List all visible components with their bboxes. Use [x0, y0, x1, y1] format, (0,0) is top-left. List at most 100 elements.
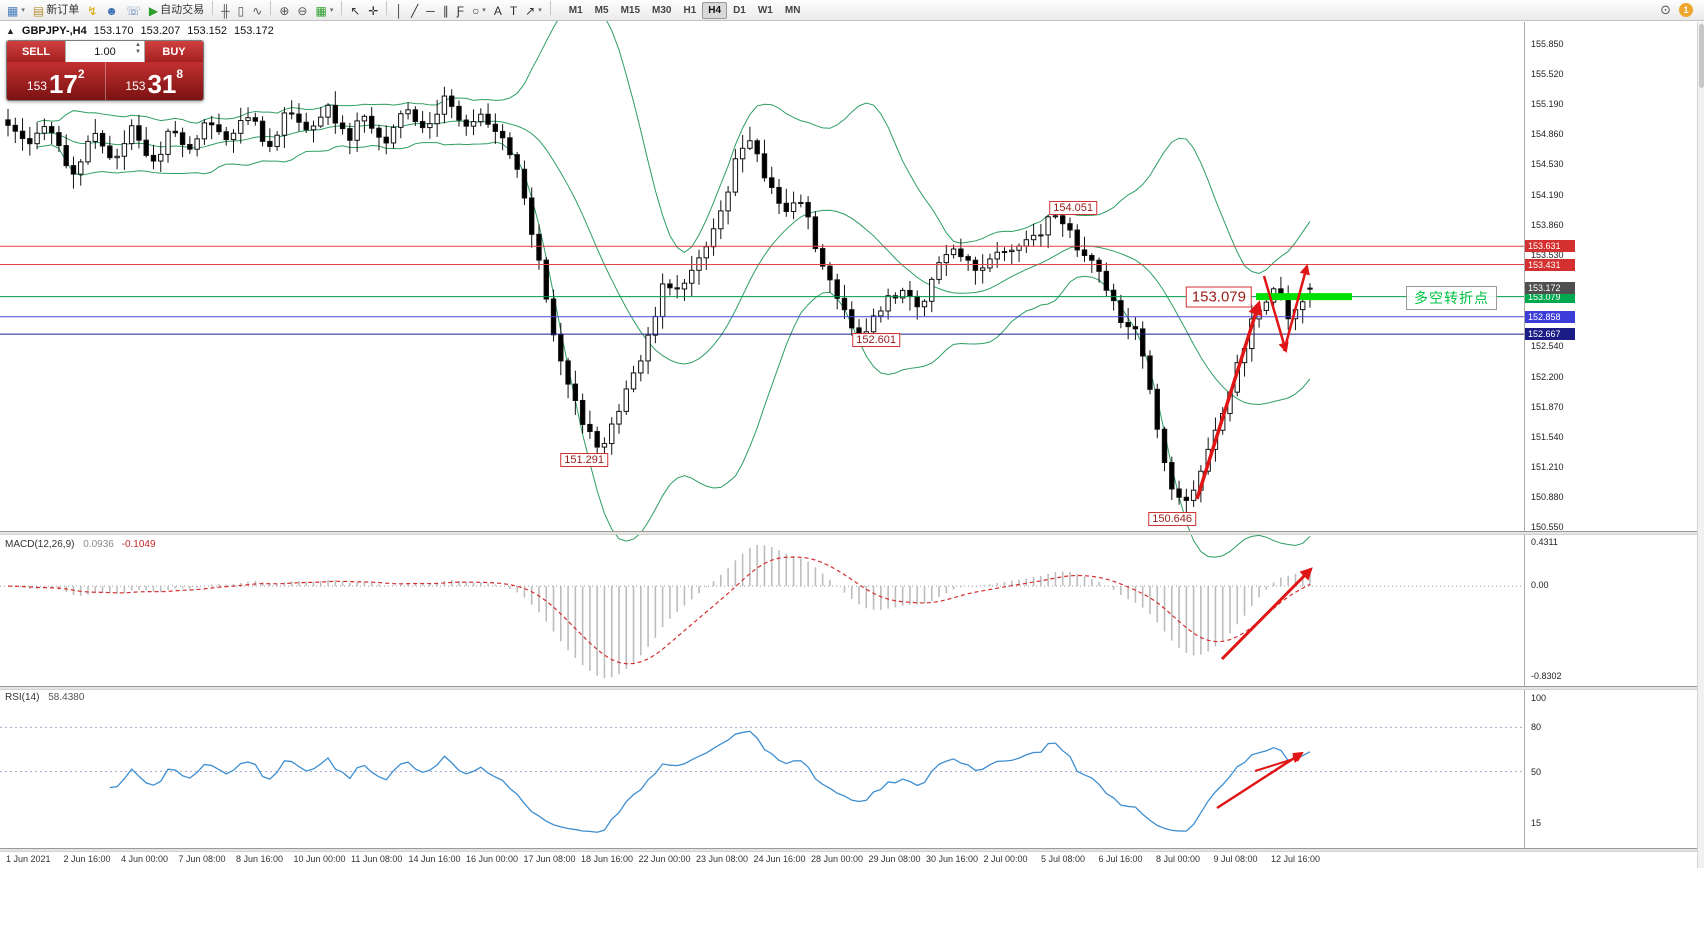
- label-icon-glyph: T: [509, 3, 518, 18]
- arrows-tool-icon-glyph: ↗: [525, 3, 536, 18]
- volume-input[interactable]: 1.00 ▲ ▼: [65, 41, 145, 62]
- trendline-icon[interactable]: ╱: [408, 4, 421, 18]
- horizontal-line-icon[interactable]: ─: [423, 4, 438, 18]
- autotrade-button[interactable]: ▶ 自动交易: [146, 4, 207, 18]
- line-chart-icon[interactable]: ∿: [249, 4, 265, 18]
- buy-button[interactable]: BUY: [145, 41, 203, 62]
- timeframe-m5[interactable]: M5: [594, 4, 609, 16]
- price-tick: 151.540: [1531, 431, 1564, 442]
- bar-chart-icon[interactable]: ╫: [218, 4, 233, 18]
- notification-badge[interactable]: 1: [1679, 3, 1693, 17]
- zoom-out-icon[interactable]: ⊖: [294, 4, 310, 18]
- timeframe-d1[interactable]: D1: [733, 4, 746, 16]
- current-price-label: 153.172: [1525, 282, 1575, 295]
- fibonacci-icon[interactable]: Ƒ: [454, 4, 467, 18]
- crosshair-icon[interactable]: ✛: [365, 4, 381, 18]
- macd-name: MACD(12,26,9): [5, 539, 75, 550]
- volume-stepper-icon[interactable]: ▲ ▼: [135, 42, 141, 56]
- macd-rsi-divider[interactable]: [0, 686, 1704, 690]
- price-line-label: 152.667: [1525, 328, 1575, 341]
- rsi-name: RSI(14): [5, 692, 40, 703]
- price-line-label: 153.431: [1525, 258, 1575, 271]
- dropdown-caret-icon: ▾: [482, 7, 486, 14]
- scrollbar-thumb[interactable]: [1699, 24, 1704, 88]
- vertical-scrollbar[interactable]: [1697, 22, 1704, 868]
- bid-base: 153: [26, 79, 47, 93]
- time-label: 2 Jul 00:00: [983, 854, 1028, 864]
- community-icon[interactable]: ☻: [102, 4, 121, 18]
- toolbar-separator: [386, 0, 388, 15]
- time-label: 7 Jun 08:00: [178, 854, 226, 864]
- rsi-indicator-label: RSI(14) 58.4380: [5, 692, 84, 703]
- channel-icon[interactable]: ∥: [440, 4, 452, 18]
- new-chart-icon[interactable]: ▦ ▾: [4, 4, 28, 18]
- channel-icon-glyph: ∥: [442, 3, 449, 18]
- collapse-trade-widget-icon[interactable]: ▲: [6, 26, 15, 36]
- cursor-icon[interactable]: ↖: [347, 4, 363, 18]
- bid-price[interactable]: 153 17 2: [7, 62, 105, 100]
- rsi-scale-80: 80: [1531, 722, 1542, 733]
- timeframe-h4[interactable]: H4: [702, 1, 728, 19]
- arrows-tool-icon[interactable]: ↗ ▾: [522, 4, 545, 18]
- vertical-line-icon-glyph: │: [395, 3, 403, 18]
- price-scale[interactable]: 155.850 155.520 155.190 154.860 154.530 154.1…: [1524, 0, 1588, 870]
- timeframe-m30[interactable]: M30: [652, 4, 672, 16]
- timeframe-w1[interactable]: W1: [757, 4, 773, 16]
- crosshair-icon-glyph: ✛: [368, 3, 379, 18]
- sell-button[interactable]: SELL: [7, 41, 65, 62]
- autotrade-button-label: 自动交易: [160, 4, 205, 16]
- text-icon[interactable]: A: [491, 4, 505, 18]
- ohlc-open: 153.170: [93, 25, 134, 37]
- price-tick: 155.850: [1531, 38, 1564, 49]
- time-label: 14 Jun 16:00: [408, 854, 461, 864]
- timeframe-mn[interactable]: MN: [784, 4, 801, 16]
- time-axis[interactable]: 1 Jun 2021 2 Jun 16:00 4 Jun 00:00 7 Jun 08…: [0, 852, 1704, 868]
- vertical-line-icon[interactable]: │: [392, 4, 406, 18]
- candle-chart-icon-glyph: ▯: [237, 3, 245, 18]
- new-order-button-glyph: ▤: [32, 3, 45, 18]
- search-zoom-icon[interactable]: ⊙: [1660, 2, 1671, 17]
- time-label: 18 Jun 16:00: [581, 854, 634, 864]
- rsi-axis-divider[interactable]: [0, 848, 1704, 852]
- timeframe-m15[interactable]: M15: [620, 4, 641, 16]
- price-tick: 153.530: [1531, 250, 1564, 261]
- toolbar-separator: [212, 0, 214, 15]
- line-chart-icon-glyph: ∿: [252, 3, 263, 18]
- price-tick: 152.200: [1531, 371, 1564, 382]
- symbol-header: ▲ GBPJPY-,H4 153.170 153.207 153.152 153…: [6, 25, 274, 37]
- cursor-icon-glyph: ↖: [350, 3, 361, 18]
- fibonacci-icon-glyph: Ƒ: [456, 3, 465, 18]
- ohlc-high: 153.207: [140, 25, 181, 37]
- macd-signal-value: -0.1049: [121, 539, 156, 550]
- support-icon[interactable]: ☏: [123, 4, 144, 18]
- price-line-label: 152.858: [1525, 310, 1575, 323]
- zoom-in-icon[interactable]: ⊕: [276, 4, 292, 18]
- price-tick: 151.210: [1531, 462, 1564, 473]
- timeframe-m1[interactable]: M1: [568, 4, 583, 16]
- label-icon[interactable]: T: [507, 4, 520, 18]
- bid-pips: 17: [48, 68, 78, 99]
- chart-macd-divider[interactable]: [0, 531, 1704, 535]
- macd-scale-zero: 0.00: [1531, 580, 1549, 591]
- lightning-icon[interactable]: ↯: [84, 4, 100, 18]
- time-label: 17 Jun 08:00: [523, 854, 576, 864]
- bid-point: 2: [77, 67, 85, 81]
- autotrade-button-glyph: ▶: [148, 3, 159, 18]
- ask-price[interactable]: 153 31 8: [104, 62, 204, 100]
- shapes-icon[interactable]: ○ ▾: [469, 4, 489, 18]
- one-click-trading-widget: SELL 1.00 ▲ ▼ BUY 153 17 2 153 31 8: [6, 40, 204, 101]
- price-line-label: 153.631: [1525, 240, 1575, 253]
- candle-chart-icon[interactable]: ▯: [235, 4, 248, 18]
- timeframe-h1[interactable]: H1: [683, 4, 697, 16]
- new-order-button[interactable]: ▤ 新订单: [30, 4, 82, 18]
- time-label: 16 Jun 00:00: [466, 854, 519, 864]
- zoom-out-icon-glyph: ⊖: [297, 3, 308, 18]
- price-annotation: 153.079: [1185, 286, 1252, 308]
- timeframe-toolbar: M1 M5 M15 M30 H1 H4 D1 W1 MN: [563, 1, 807, 19]
- macd-scale-max: 0.4311: [1531, 537, 1558, 547]
- price-tick: 155.520: [1531, 68, 1564, 79]
- macd-scale-min: -0.8302: [1531, 671, 1562, 681]
- tile-windows-icon[interactable]: ▦ ▾: [312, 4, 336, 18]
- price-annotation: 150.646: [1148, 511, 1196, 526]
